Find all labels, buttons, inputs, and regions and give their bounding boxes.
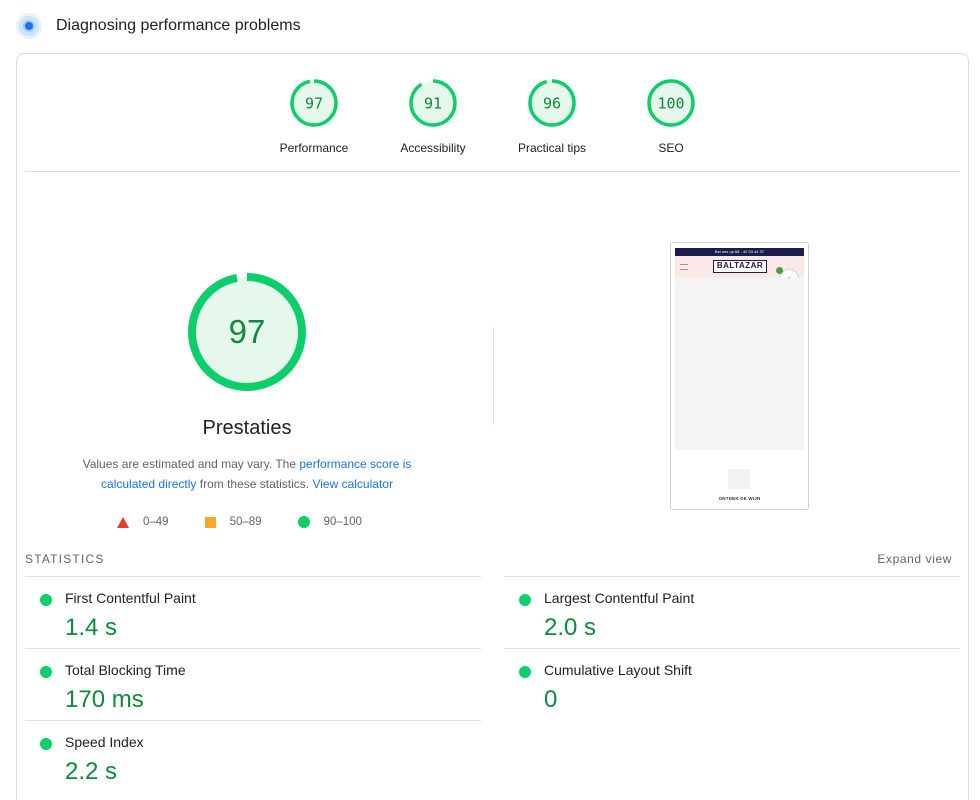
legend-pass: 90–100	[297, 516, 362, 528]
seo-gauge-ring: 100	[647, 79, 695, 127]
preview-cta: ONTDEK DE WIJN	[718, 496, 761, 501]
preview-topbar: Bel ons op 68 - 42 03 44 37	[675, 248, 804, 256]
pass-circle-icon	[519, 594, 531, 606]
metric-name: Cumulative Layout Shift	[544, 662, 692, 678]
seo-label: SEO	[658, 141, 684, 155]
metric-largest-contentful-paint: Largest Contentful Paint 2.0 s	[504, 576, 960, 648]
metric-total-blocking-time: Total Blocking Time 170 ms	[25, 648, 481, 720]
metric-name: Total Blocking Time	[65, 662, 186, 678]
lighthouse-icon	[16, 13, 42, 39]
view-calculator-link[interactable]: View calculator	[312, 477, 393, 491]
performance-score-link[interactable]: performance score is calculated directly	[101, 457, 412, 491]
score-disclaimer: Values are estimated and may vary. The p…	[67, 454, 427, 494]
section-title: Diagnosing performance problems	[56, 17, 301, 34]
preview-content	[675, 278, 804, 450]
metric-value: 2.0 s	[544, 614, 597, 641]
accessibility-label: Accessibility	[400, 141, 466, 155]
hamburger-icon	[680, 264, 688, 270]
square-icon	[204, 516, 216, 528]
pass-circle-icon	[40, 738, 52, 750]
metric-value: 0	[544, 686, 558, 713]
legend-fail-label: 0–49	[143, 516, 169, 528]
performance-main-gauge: 97	[188, 273, 306, 391]
disclaimer-text-middle: from these statistics.	[196, 477, 313, 491]
triangle-icon	[117, 516, 129, 528]
accessibility-gauge-ring: 91	[409, 79, 457, 127]
preview-thumbnail	[728, 469, 750, 489]
practical-tips-label: Practical tips	[517, 141, 587, 155]
gauge-seo[interactable]: 100 SEO	[621, 78, 721, 155]
divider	[25, 171, 960, 172]
page-screenshot-preview[interactable]: Bel ons op 68 - 42 03 44 37 BALTAZAR ⌂ O…	[670, 242, 809, 510]
accessibility-score: 91	[424, 95, 442, 113]
category-title: Prestaties	[202, 417, 292, 439]
metric-name: First Contentful Paint	[65, 590, 196, 606]
practical-tips-gauge-ring: 96	[528, 79, 576, 127]
seo-score: 100	[657, 95, 684, 113]
gauge-accessibility[interactable]: 91 Accessibility	[383, 78, 483, 155]
metric-first-contentful-paint: First Contentful Paint 1.4 s	[25, 576, 481, 648]
performance-gauge-ring: 97	[290, 79, 338, 127]
metric-value: 1.4 s	[65, 614, 118, 641]
practical-tips-score: 96	[543, 95, 561, 113]
performance-label: Performance	[279, 141, 349, 155]
performance-score: 97	[305, 95, 323, 113]
pass-circle-icon	[519, 666, 531, 678]
legend-pass-label: 90–100	[323, 516, 362, 528]
preview-logo: BALTAZAR	[713, 260, 767, 273]
main-score: 97	[229, 313, 266, 350]
vertical-divider	[493, 327, 494, 425]
gauge-performance[interactable]: 97 Performance	[264, 78, 364, 155]
circle-icon	[297, 516, 310, 528]
metric-cumulative-layout-shift: Cumulative Layout Shift 0	[504, 648, 960, 720]
legend-average: 50–89	[204, 516, 262, 528]
gauge-practical-tips[interactable]: 96 Practical tips	[502, 78, 602, 155]
disclaimer-text: Values are estimated and may vary. The	[82, 457, 300, 471]
expand-view-button[interactable]: Expand view	[877, 552, 952, 566]
metric-speed-index: Speed Index 2.2 s	[25, 720, 481, 792]
pass-circle-icon	[40, 666, 52, 678]
statistics-heading: STATISTICS	[25, 552, 105, 566]
badge-dot-icon	[776, 267, 783, 274]
section-header: Diagnosing performance problems	[16, 10, 301, 42]
metric-value: 170 ms	[65, 686, 144, 713]
metric-value: 2.2 s	[65, 758, 118, 785]
score-legend: 0–49 50–89 90–100	[117, 514, 398, 530]
pass-circle-icon	[40, 594, 52, 606]
legend-fail: 0–49	[117, 516, 169, 528]
metric-name: Largest Contentful Paint	[544, 590, 695, 606]
legend-average-label: 50–89	[229, 516, 262, 528]
report-card: 97 Performance 91 Accessibility 96 Pract…	[16, 53, 969, 800]
metric-name: Speed Index	[65, 734, 144, 750]
summary-gauges: 97 Performance 91 Accessibility 96 Pract…	[17, 78, 968, 158]
